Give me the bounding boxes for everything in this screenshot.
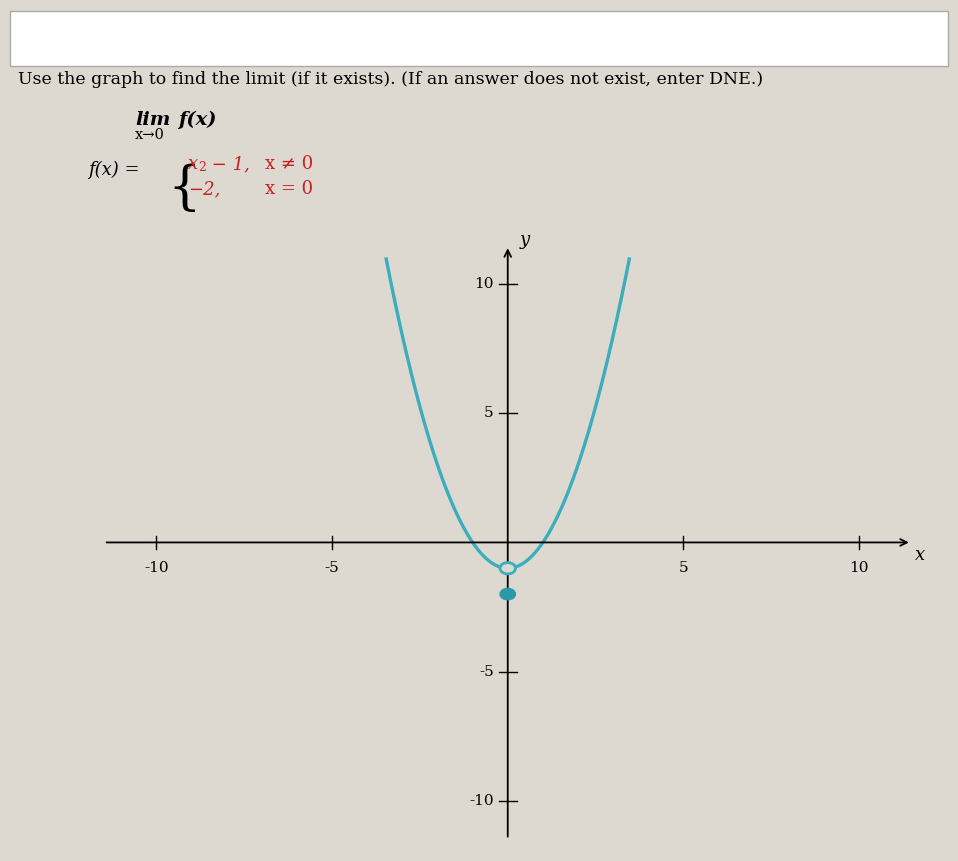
- Text: 5: 5: [678, 561, 688, 574]
- Text: x→0: x→0: [135, 128, 165, 142]
- Text: x: x: [915, 547, 925, 564]
- Text: f(x): f(x): [178, 111, 217, 129]
- Text: -10: -10: [144, 561, 169, 574]
- Text: 10: 10: [474, 277, 493, 291]
- Text: x = 0: x = 0: [265, 180, 313, 198]
- Text: y: y: [520, 232, 530, 249]
- Text: 10: 10: [849, 561, 869, 574]
- Text: -5: -5: [325, 561, 339, 574]
- Circle shape: [500, 562, 515, 574]
- Text: -5: -5: [479, 665, 493, 678]
- Text: f(x) =: f(x) =: [88, 161, 140, 179]
- Text: x ≠ 0: x ≠ 0: [265, 155, 313, 173]
- FancyBboxPatch shape: [10, 11, 948, 66]
- Text: {: {: [167, 163, 200, 214]
- Text: − 1,: − 1,: [206, 155, 250, 173]
- Text: Use the graph to find the limit (if it exists). (If an answer does not exist, en: Use the graph to find the limit (if it e…: [18, 71, 764, 88]
- Text: x: x: [188, 155, 198, 173]
- Text: -10: -10: [469, 794, 493, 808]
- Circle shape: [500, 588, 515, 600]
- Text: −2,: −2,: [188, 180, 220, 198]
- Text: lim: lim: [135, 111, 171, 129]
- Text: 2: 2: [198, 161, 206, 174]
- Text: 5: 5: [484, 406, 493, 420]
